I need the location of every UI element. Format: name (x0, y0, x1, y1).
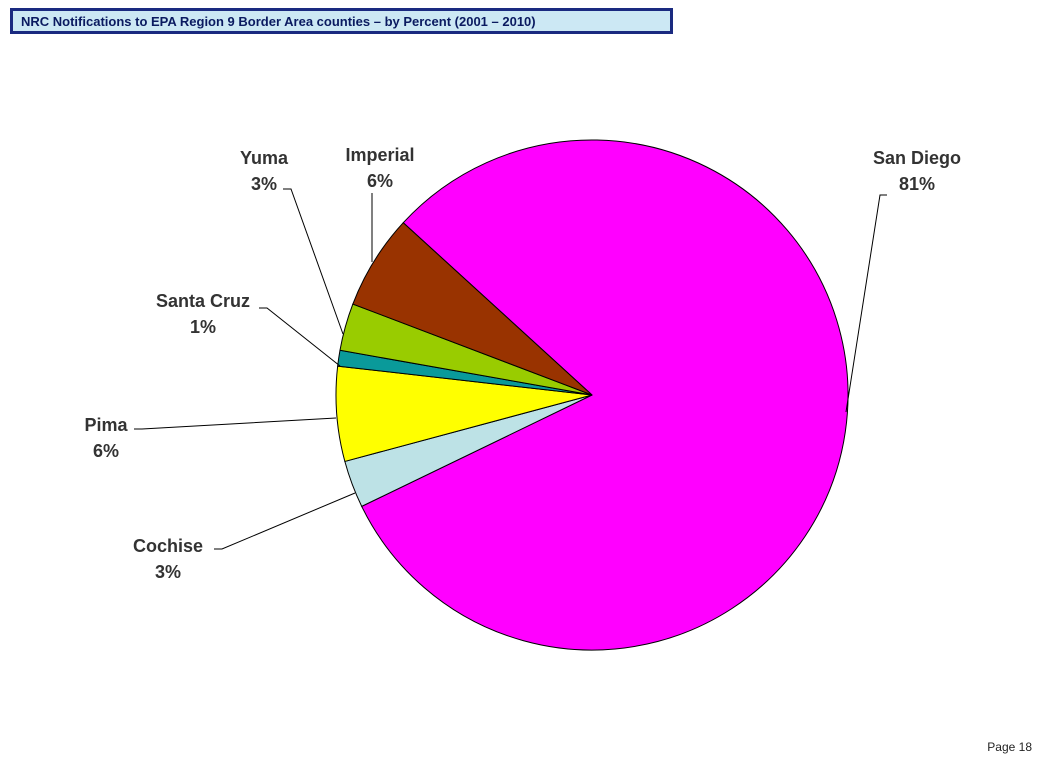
slice-name-label: Pima (84, 415, 128, 435)
slice-percent-label: 6% (93, 441, 119, 461)
leader-line-cochise (214, 492, 356, 550)
chart-title: NRC Notifications to EPA Region 9 Border… (21, 13, 536, 29)
slice-percent-label: 81% (899, 174, 935, 194)
slice-name-label: Imperial (345, 145, 414, 165)
chart-title-box: NRC Notifications to EPA Region 9 Border… (10, 8, 673, 34)
leader-line-santa-cruz (259, 307, 341, 367)
page-number: Page 18 (987, 740, 1032, 754)
slice-percent-label: 6% (367, 171, 393, 191)
slice-percent-label: 1% (190, 317, 216, 337)
leader-line-san-diego (845, 194, 887, 413)
pie-slice-imperial (352, 222, 593, 396)
slice-name-label: Santa Cruz (156, 291, 250, 311)
leader-line-pima (134, 417, 337, 430)
slice-name-label: San Diego (873, 148, 961, 168)
leader-line-yuma (283, 188, 344, 335)
slice-percent-label: 3% (251, 174, 277, 194)
slice-percent-label: 3% (155, 562, 181, 582)
slice-name-label: Yuma (240, 148, 289, 168)
pie-slice-san-diego (361, 139, 849, 651)
slice-name-label: Cochise (133, 536, 203, 556)
